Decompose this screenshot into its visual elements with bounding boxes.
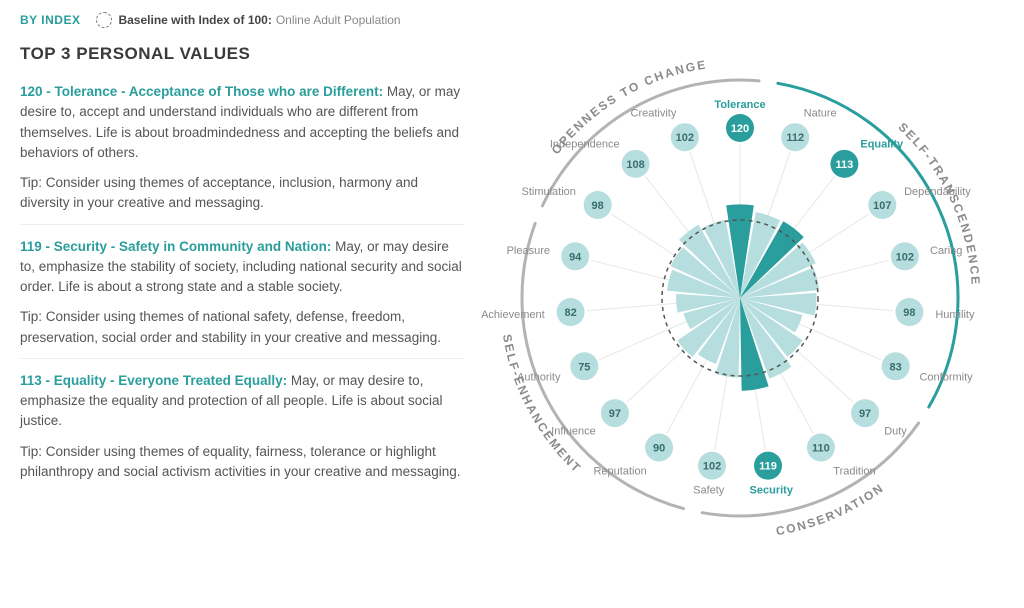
svg-text:Reputation: Reputation [593,465,646,477]
svg-text:97: 97 [859,408,871,420]
svg-text:82: 82 [564,307,576,319]
value-tip: Tip: Consider using themes of equality, … [20,442,464,483]
svg-text:107: 107 [873,200,891,212]
svg-text:112: 112 [786,132,804,144]
svg-text:108: 108 [626,159,644,171]
svg-text:75: 75 [578,361,590,373]
svg-text:119: 119 [759,461,777,473]
svg-text:102: 102 [703,461,721,473]
svg-text:98: 98 [592,200,604,212]
section-title: TOP 3 PERSONAL VALUES [20,44,464,64]
svg-text:97: 97 [609,408,621,420]
svg-text:Dependability: Dependability [904,186,971,198]
svg-text:94: 94 [569,251,582,263]
svg-text:SELF-ENHANCEMENT: SELF-ENHANCEMENT [500,333,584,476]
value-block: 113 - Equality - Everyone Treated Equall… [20,371,464,492]
svg-text:98: 98 [903,307,915,319]
svg-text:Conformity: Conformity [919,372,973,384]
svg-text:Duty: Duty [884,426,907,438]
by-index-label: BY INDEX [20,13,80,27]
chart-container: SELF-TRANSCENDENCECONSERVATIONSELF-ENHAN… [480,32,1000,592]
value-block: 119 - Security - Safety in Community and… [20,237,464,359]
svg-text:Tolerance: Tolerance [714,99,765,111]
svg-text:Authority: Authority [517,372,561,384]
svg-text:Nature: Nature [804,108,837,120]
svg-text:120: 120 [731,123,749,135]
values-rose-chart: SELF-TRANSCENDENCECONSERVATIONSELF-ENHAN… [480,28,1000,588]
svg-text:Stimulation: Stimulation [521,186,575,198]
value-title: 119 - Security - Safety in Community and… [20,239,331,254]
left-panel: TOP 3 PERSONAL VALUES 120 - Tolerance - … [20,32,480,592]
svg-text:Caring: Caring [930,245,962,257]
svg-text:90: 90 [653,443,665,455]
value-title: 113 - Equality - Everyone Treated Equall… [20,373,287,388]
svg-text:Independence: Independence [550,138,620,150]
svg-text:Security: Security [750,484,794,496]
value-tip: Tip: Consider using themes of acceptance… [20,173,464,214]
svg-text:Pleasure: Pleasure [507,245,550,257]
svg-text:Influence: Influence [551,426,596,438]
svg-text:Equality: Equality [860,138,904,150]
svg-text:83: 83 [890,361,902,373]
svg-text:102: 102 [676,132,694,144]
value-block: 120 - Tolerance - Acceptance of Those wh… [20,82,464,225]
value-tip: Tip: Consider using themes of national s… [20,307,464,348]
svg-text:Achievement: Achievement [481,309,545,321]
baseline-circle-icon [96,12,112,28]
baseline-subtitle: Online Adult Population [276,13,401,27]
value-title: 120 - Tolerance - Acceptance of Those wh… [20,84,383,99]
svg-text:Creativity: Creativity [631,108,677,120]
svg-text:Humility: Humility [935,309,975,321]
svg-text:Safety: Safety [693,484,725,496]
svg-text:102: 102 [896,251,914,263]
svg-text:113: 113 [836,159,854,171]
svg-text:Tradition: Tradition [833,465,875,477]
baseline-label: Baseline with Index of 100: [118,13,271,27]
svg-text:110: 110 [812,443,830,455]
